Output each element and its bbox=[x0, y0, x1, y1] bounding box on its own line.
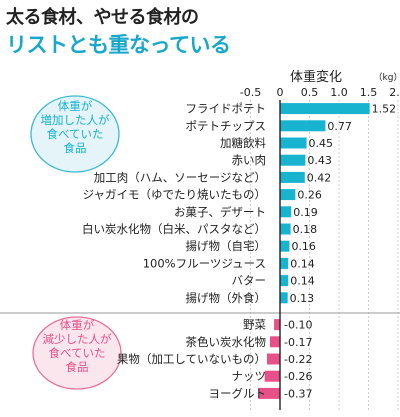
value-label: -0.10 bbox=[284, 319, 312, 332]
bar bbox=[280, 171, 305, 183]
bar bbox=[280, 120, 326, 132]
value-label: 0.18 bbox=[293, 223, 318, 236]
value-label: 0.42 bbox=[307, 171, 332, 184]
value-label: -0.37 bbox=[284, 387, 312, 400]
chart-title-line2: リストとも重なっている bbox=[6, 33, 231, 57]
group-label-text: 食品 bbox=[64, 141, 87, 155]
bar bbox=[280, 137, 307, 149]
value-label: -0.26 bbox=[284, 370, 312, 383]
axis-unit: （kg） bbox=[374, 72, 400, 83]
tick-label: 1.5 bbox=[360, 86, 378, 99]
bar bbox=[264, 370, 280, 382]
group-label-text: 食べていた bbox=[46, 127, 103, 141]
axis-title: 体重変化 bbox=[290, 69, 342, 85]
category-label: 茶色い炭水化物 bbox=[186, 335, 267, 349]
bar bbox=[280, 292, 288, 304]
group-label-text: 食べていた bbox=[48, 346, 105, 360]
value-label: 0.26 bbox=[297, 189, 322, 202]
value-label: 0.14 bbox=[290, 275, 315, 288]
value-label: -0.17 bbox=[284, 336, 312, 349]
group-label-text: 食品 bbox=[66, 360, 89, 374]
group-label-text: 増加した人が bbox=[41, 113, 110, 127]
category-label: ポテトチップス bbox=[186, 119, 267, 133]
category-label: ナッツ bbox=[232, 369, 267, 383]
category-label: 白い炭水化物（白米、パスタなど） bbox=[82, 222, 266, 236]
chart-title-line1: 太る食材、やせる食材の bbox=[6, 7, 199, 28]
group-label-bubble bbox=[32, 316, 122, 390]
bar bbox=[280, 240, 290, 252]
value-label: 0.14 bbox=[290, 257, 315, 270]
bar bbox=[280, 275, 289, 287]
category-label: バター bbox=[232, 274, 267, 288]
category-label: フライドポテト bbox=[186, 102, 267, 116]
category-label: 果物（加工していないもの） bbox=[117, 352, 266, 366]
group-label-bubble bbox=[30, 95, 120, 173]
category-label: 100%フルーツジュース bbox=[143, 256, 266, 270]
category-label: 加糖飲料 bbox=[220, 136, 266, 150]
bar bbox=[269, 336, 280, 348]
bars-layer: フライドポテト 1.52 ポテトチップス 0.77 加糖飲料 0.45 赤い肉 0.43 加工肉… bbox=[82, 100, 396, 410]
category-label: 揚げ物（外食） bbox=[186, 291, 267, 305]
bar bbox=[280, 206, 292, 218]
category-label: 赤い肉 bbox=[232, 153, 267, 167]
value-label: 0.19 bbox=[293, 206, 318, 219]
tick-label: 0 bbox=[277, 86, 284, 99]
value-label: 0.16 bbox=[291, 240, 316, 253]
value-label: -0.22 bbox=[284, 353, 312, 366]
value-label: 0.77 bbox=[327, 120, 352, 133]
tick-label: 2.0 bbox=[389, 86, 400, 99]
bar bbox=[274, 319, 280, 331]
value-label: 1.52 bbox=[372, 103, 397, 116]
bar bbox=[258, 387, 280, 399]
category-label: ヨーグルト bbox=[209, 386, 267, 400]
category-label: ジャガイモ（ゆでたり焼いたもの） bbox=[83, 188, 266, 202]
tick-label: -0.5 bbox=[240, 86, 261, 99]
category-label: 野菜 bbox=[243, 318, 266, 332]
group-label-text: 減少した人が bbox=[43, 332, 112, 346]
tick-label: 0.5 bbox=[301, 86, 319, 99]
value-label: 0.13 bbox=[290, 292, 315, 305]
bar bbox=[280, 257, 289, 269]
bar bbox=[280, 189, 296, 201]
category-label: 揚げ物（自宅） bbox=[186, 239, 267, 253]
group-label-text: 体重が bbox=[58, 99, 93, 113]
bar bbox=[280, 154, 306, 166]
axis-layer: 体重変化 （kg） -0.5 0 0.5 1.0 1.5 2.0 bbox=[0, 69, 400, 410]
tick-label: 1.0 bbox=[330, 86, 348, 99]
group-label-text: 体重が bbox=[60, 318, 95, 332]
bar bbox=[280, 223, 291, 235]
category-label: 加工肉（ハム、ソーセージなど） bbox=[94, 170, 266, 184]
category-label: お菓子、デザート bbox=[174, 205, 266, 219]
bar bbox=[267, 353, 280, 365]
value-label: 0.43 bbox=[307, 154, 332, 167]
value-label: 0.45 bbox=[309, 137, 334, 150]
bar bbox=[280, 103, 370, 115]
